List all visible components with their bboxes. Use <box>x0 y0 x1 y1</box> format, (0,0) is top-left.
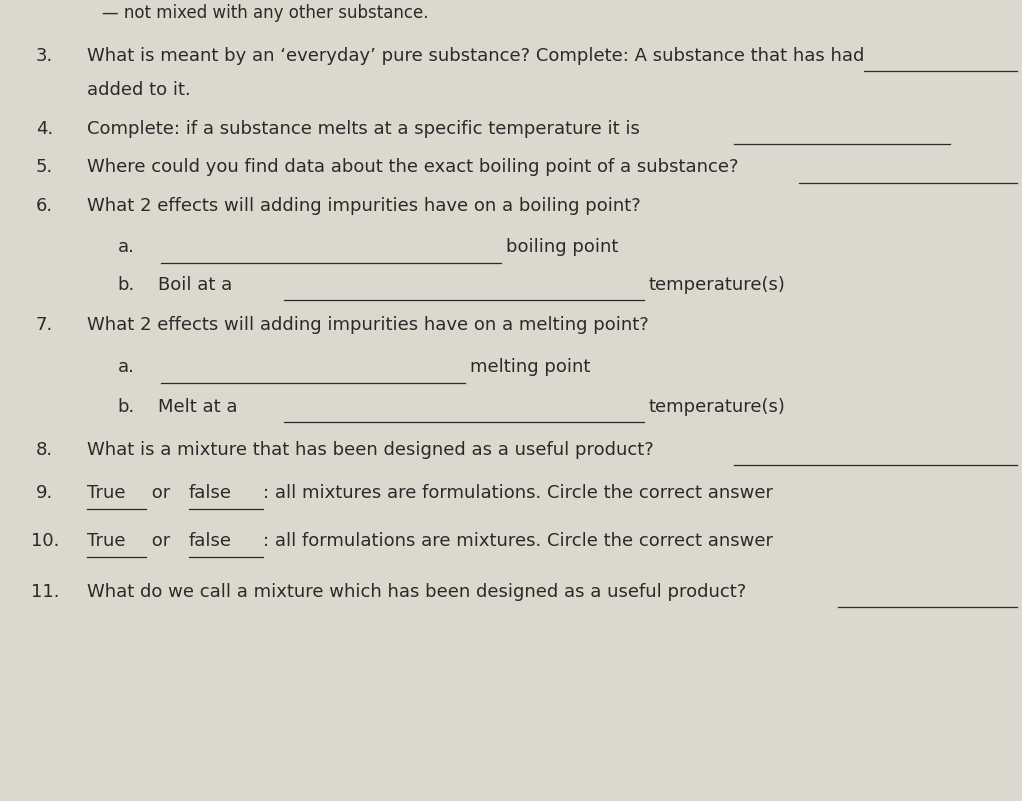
Text: What is meant by an ‘everyday’ pure substance? Complete: A substance that has ha: What is meant by an ‘everyday’ pure subs… <box>87 47 865 65</box>
Text: or: or <box>146 485 176 502</box>
Text: What is a mixture that has been designed as a useful product?: What is a mixture that has been designed… <box>87 441 654 459</box>
Text: : all formulations are mixtures. Circle the correct answer: : all formulations are mixtures. Circle … <box>263 533 773 550</box>
Text: melting point: melting point <box>470 359 591 376</box>
Text: 10.: 10. <box>31 533 59 550</box>
Text: 5.: 5. <box>36 159 53 176</box>
Text: True: True <box>87 533 126 550</box>
Text: 4.: 4. <box>36 120 53 138</box>
Text: added to it.: added to it. <box>87 81 191 99</box>
Text: Complete: if a substance melts at a specific temperature it is: Complete: if a substance melts at a spec… <box>87 120 640 138</box>
Text: 7.: 7. <box>36 316 53 334</box>
Text: Where could you find data about the exact boiling point of a substance?: Where could you find data about the exac… <box>87 159 738 176</box>
Text: temperature(s): temperature(s) <box>649 276 786 294</box>
Text: What do we call a mixture which has been designed as a useful product?: What do we call a mixture which has been… <box>87 583 746 601</box>
Text: or: or <box>146 533 176 550</box>
Text: What 2 effects will adding impurities have on a melting point?: What 2 effects will adding impurities ha… <box>87 316 649 334</box>
Text: false: false <box>189 485 232 502</box>
Text: 11.: 11. <box>31 583 59 601</box>
Text: Melt at a: Melt at a <box>158 398 238 416</box>
Text: — not mixed with any other substance.: — not mixed with any other substance. <box>102 4 428 22</box>
Text: 3.: 3. <box>36 47 53 65</box>
Text: Boil at a: Boil at a <box>158 276 233 294</box>
Text: a.: a. <box>118 359 135 376</box>
Text: 8.: 8. <box>36 441 53 459</box>
Text: 6.: 6. <box>36 197 53 215</box>
Text: a.: a. <box>118 239 135 256</box>
Text: 9.: 9. <box>36 485 53 502</box>
Text: : all mixtures are formulations. Circle the correct answer: : all mixtures are formulations. Circle … <box>263 485 773 502</box>
Text: What 2 effects will adding impurities have on a boiling point?: What 2 effects will adding impurities ha… <box>87 197 641 215</box>
Text: b.: b. <box>118 398 135 416</box>
Text: b.: b. <box>118 276 135 294</box>
Text: True: True <box>87 485 126 502</box>
Text: false: false <box>189 533 232 550</box>
Text: temperature(s): temperature(s) <box>649 398 786 416</box>
Text: boiling point: boiling point <box>506 239 618 256</box>
